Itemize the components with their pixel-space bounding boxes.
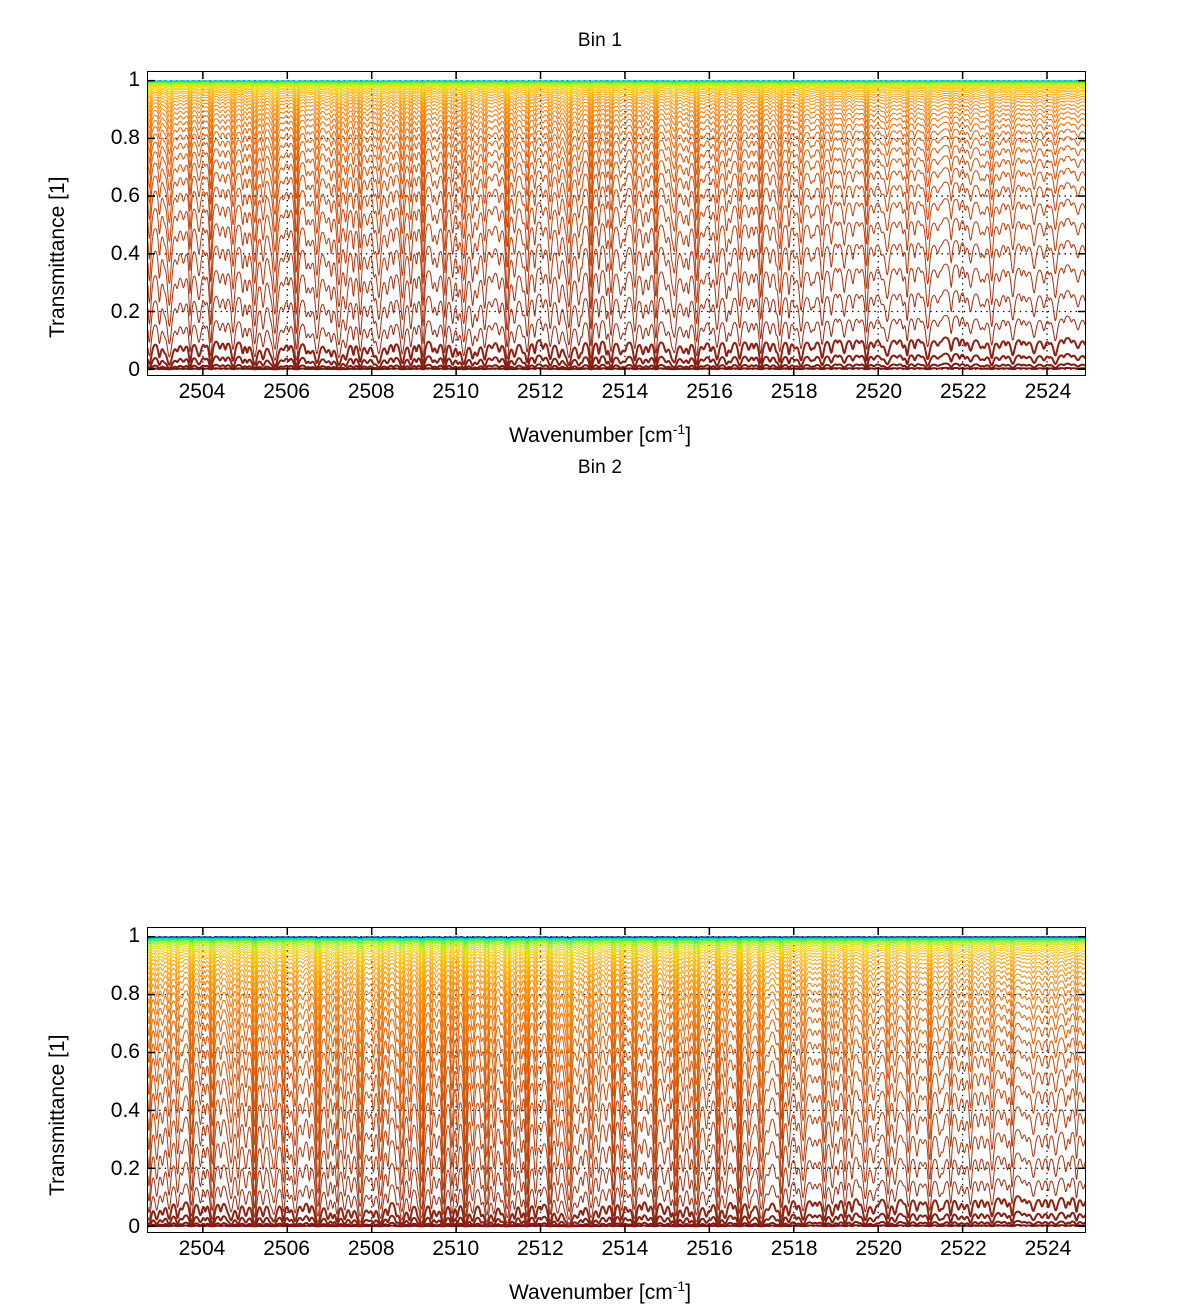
x-tick-label: 2520 (855, 1237, 902, 1261)
spectra-svg-bin-2 (148, 928, 1085, 1232)
plot-area-bin-1[interactable] (147, 71, 1086, 376)
x-tick-label: 2522 (940, 380, 987, 404)
panel-2-title: Bin 2 (0, 457, 1200, 479)
spectrum-curve (148, 218, 1085, 294)
spectrum-curve (148, 290, 1085, 349)
x-tick-label: 2508 (348, 1237, 395, 1261)
spectrum-curve (148, 136, 1085, 184)
spectrum-curve (148, 240, 1085, 315)
x-axis-label-exponent: -1 (673, 1278, 685, 1294)
spectrum-curve (148, 168, 1085, 232)
x-tick-label: 2506 (263, 1237, 310, 1261)
x-tick-label: 2504 (179, 380, 226, 404)
spectra-svg-bin-1 (148, 72, 1085, 375)
x-tick-label: 2512 (517, 1237, 564, 1261)
y-tick-label: 0.8 (111, 982, 140, 1006)
spectrum-curve (148, 264, 1085, 334)
x-tick-label: 2518 (771, 380, 818, 404)
y-axis-label-bin-1: Transmittance [1] (46, 177, 70, 338)
x-tick-label: 2506 (263, 380, 310, 404)
plot-area-bin-2[interactable] (147, 927, 1086, 1233)
y-tick-label: 0.6 (111, 184, 140, 208)
y-tick-label: 0.8 (111, 126, 140, 150)
spectrum-curve (148, 145, 1085, 198)
x-axis-label-tail: ] (685, 1281, 691, 1304)
y-tick-label: 0 (128, 358, 140, 382)
x-tick-label: 2510 (432, 1237, 479, 1261)
panel-1-title: Bin 1 (0, 30, 1200, 52)
y-tick-label: 0 (128, 1215, 140, 1239)
x-tick-label: 2522 (940, 1237, 987, 1261)
y-tick-label: 0.4 (111, 1099, 140, 1123)
x-tick-labels-bin-2: 2504 2506 2508 2510 2512 2514 2516 2518 2520 2522… (0, 1237, 1200, 1265)
x-axis-label-bin-2: Wavenumber [cm-1] (0, 1278, 1200, 1305)
x-tick-label: 2520 (855, 380, 902, 404)
x-tick-label: 2524 (1025, 1237, 1072, 1261)
x-tick-label: 2518 (771, 1237, 818, 1261)
y-tick-label: 0.2 (111, 1157, 140, 1181)
y-tick-label: 0.4 (111, 242, 140, 266)
y-tick-label: 1 (128, 924, 140, 948)
x-tick-label: 2516 (686, 1237, 733, 1261)
y-tick-label: 0.6 (111, 1040, 140, 1064)
x-tick-label: 2514 (602, 1237, 649, 1261)
x-axis-label-text: Wavenumber [cm (509, 1281, 673, 1304)
y-tick-label: 1 (128, 68, 140, 92)
y-axis-label-bin-2: Transmittance [1] (46, 1035, 70, 1196)
x-tick-label: 2524 (1025, 380, 1072, 404)
x-tick-label: 2504 (179, 1237, 226, 1261)
x-tick-label: 2510 (432, 380, 479, 404)
x-tick-labels-bin-1: 2504 2506 2508 2510 2512 2514 2516 2518 2520 2522… (0, 380, 1200, 408)
x-tick-label: 2516 (686, 380, 733, 404)
x-tick-label: 2514 (602, 380, 649, 404)
spectrum-curve (148, 368, 1085, 369)
y-tick-label: 0.2 (111, 300, 140, 324)
spectrum-curve (148, 156, 1085, 215)
x-tick-label: 2512 (517, 380, 564, 404)
x-tick-label: 2508 (348, 380, 395, 404)
spectrum-curve (148, 129, 1085, 172)
